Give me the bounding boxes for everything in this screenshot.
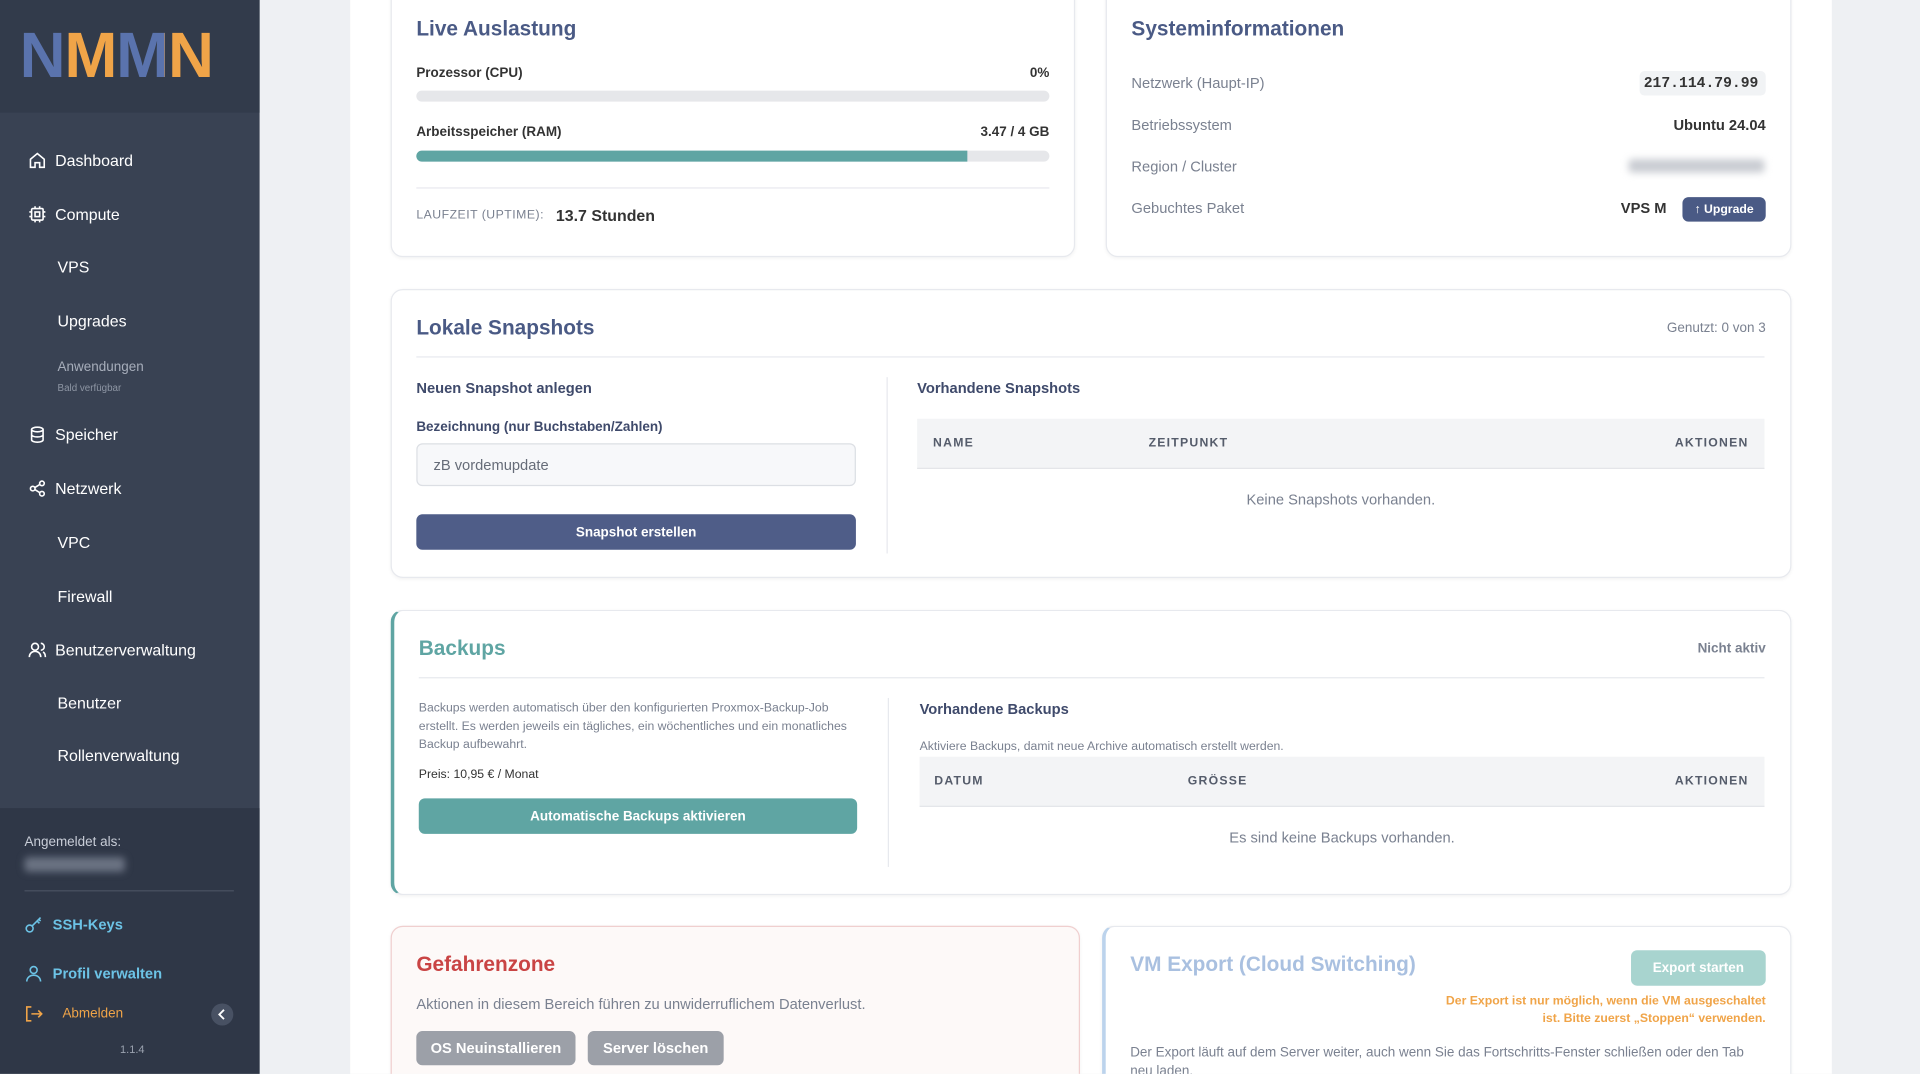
nav-item[interactable]: Upgrades [57,311,127,330]
collapse-button[interactable] [211,1003,234,1026]
footer-link[interactable]: SSH-Keys [52,915,123,934]
info-label: Netzwerk (Haupt-IP) [1131,74,1265,92]
logo-area [0,0,260,113]
card [390,0,1076,258]
sidebar: NMMN Dashboard Compute VPS Upgrades Anwe… [0,0,260,1074]
column-header: ZEITPUNKT [1148,436,1229,450]
export-button: Export starten [1631,950,1766,986]
version: 1.1.4 [120,1043,145,1056]
blurred-value [1628,159,1765,173]
column-header: GRÖSSE [1187,774,1248,788]
section-heading: Vorhandene Backups [919,700,1069,718]
card-title: VM Export (Cloud Switching) [1130,952,1416,976]
table-header [917,418,1765,469]
icon [25,965,42,982]
icon [30,426,44,443]
info-value: Ubuntu 24.04 [1673,116,1766,134]
nav-item[interactable]: Benutzer [57,693,122,713]
hint: Aktiviere Backups, damit neue Archive au… [919,740,1284,754]
icon [25,917,42,933]
info-label: Region / Cluster [1131,157,1237,176]
nav-item[interactable]: Netzwerk [55,479,122,498]
icon [29,206,46,223]
description: Backups werden automatisch über den konf… [418,701,847,752]
footer-link[interactable]: Abmelden [62,1006,124,1022]
progress-track [416,90,1050,102]
footer-link[interactable]: Profil verwalten [52,964,163,983]
reinstall-button[interactable]: OS Neuinstallieren [416,1031,576,1066]
divider [24,890,234,892]
column-header: DATUM [934,774,984,788]
create-snapshot-button[interactable]: Snapshot erstellen [416,514,856,550]
card-title: Live Auslastung [416,17,577,41]
code-box [1639,71,1766,96]
divider [886,377,888,554]
icon [25,1006,43,1022]
nav-item[interactable]: VPS [57,257,90,277]
icon [29,152,46,169]
card [390,609,1792,896]
nav-item[interactable]: Dashboard [55,151,133,170]
progress-fill [416,150,968,162]
nav-item[interactable]: Benutzerverwaltung [55,641,196,660]
empty-state: Keine Snapshots vorhanden. [1246,491,1436,509]
divider [418,677,1765,679]
metric-value: 3.47 / 4 GB [980,124,1050,140]
card-title: Gefahrenzone [416,952,556,976]
info-value: 217.114.79.99 [1643,74,1759,92]
nav-item[interactable]: Rollenverwaltung [57,746,180,765]
sidebar-footer [0,808,260,1074]
usage: Genutzt: 0 von 3 [1666,320,1766,336]
card-title: Lokale Snapshots [416,315,595,340]
divider [416,187,1050,189]
nav-note: Bald verfügbar [57,382,122,394]
price: Preis: 10,95 € / Monat [418,768,539,782]
column-header: AKTIONEN [1674,774,1749,788]
nav-item[interactable]: Speicher [55,425,118,444]
info-label: Gebuchtes Paket [1131,199,1245,217]
info-label: Betriebssystem [1131,116,1232,134]
info-value: VPS M [1620,199,1667,217]
card-title: Systeminformationen [1131,17,1345,41]
nav-item[interactable]: Compute [55,205,120,224]
danger-text: Aktionen in diesem Bereich führen zu unw… [416,995,866,1013]
uptime-value: 13.7 Stunden [555,206,656,225]
activate-backups-button[interactable]: Automatische Backups aktivieren [418,798,858,834]
blurred-username [24,857,125,872]
metric-label: Prozessor (CPU) [416,66,523,81]
table-header [919,756,1765,807]
nav-item[interactable]: VPC [57,533,91,552]
logged-in-label: Angemeldet als: [24,835,122,850]
upgrade-button[interactable]: ↑ Upgrade [1682,197,1766,222]
warning: Der Export ist nur möglich, wenn die VM … [1445,994,1766,1009]
icon [29,480,46,497]
column-header: NAME [933,436,975,450]
divider [887,697,889,867]
section-heading: Vorhandene Snapshots [917,379,1081,397]
metric-value: 0% [1029,66,1050,81]
section-heading: Neuen Snapshot anlegen [416,379,592,397]
card-title: Backups [418,636,506,660]
card [390,925,1080,1074]
icon [28,642,47,658]
delete-button[interactable]: Server löschen [587,1031,724,1066]
card [1105,0,1792,258]
uptime-label: LAUFZEIT (UPTIME): [416,208,544,223]
column-header: AKTIONEN [1674,436,1749,450]
metric-label: Arbeitsspeicher (RAM) [416,124,562,140]
empty-state: Es sind keine Backups vorhanden. [1229,828,1455,847]
export-text: Der Export läuft auf dem Server weiter, … [1130,1045,1744,1074]
text-input[interactable] [416,443,856,487]
status: Nicht aktiv [1697,641,1766,657]
field-label: Bezeichnung (nur Buchstaben/Zahlen) [416,420,663,435]
nav-item[interactable]: Firewall [57,587,113,606]
nav-item-disabled: Anwendungen [57,360,144,375]
warning: ist. Bitte zuerst „Stoppen“ verwenden. [1542,1012,1766,1026]
divider [416,356,1765,358]
placeholder: zB vordemupdate [433,456,549,474]
logo[interactable]: NMMN [19,20,214,92]
